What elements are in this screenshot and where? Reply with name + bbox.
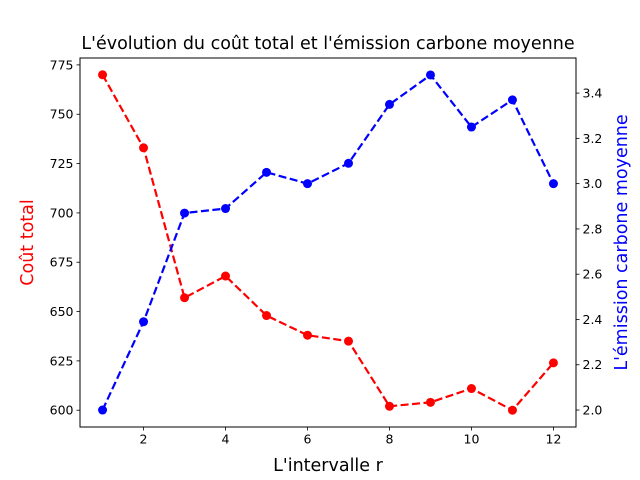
plot-area [98,70,558,415]
series-2-point [507,95,517,105]
left-y-tick-label: 675 [50,255,74,270]
right-y-axis-title: L'émission carbone moyenne [612,114,632,370]
right-y-tick-label: 3.2 [583,131,603,146]
series-1-point [344,336,353,346]
series-2-point [139,317,149,327]
right-y-tick-label: 2.2 [583,357,603,372]
series-2-point [548,179,558,189]
left-y-tick-label: 725 [50,156,74,171]
series-1-point [98,70,108,80]
left-y-tick-label: 625 [50,353,74,368]
right-y-tick-label: 2.0 [583,403,603,418]
series-2-point [425,70,435,80]
series-2 [98,70,558,415]
left-y-tick-label: 650 [50,304,74,319]
series-2-point [344,158,353,168]
series-2-point [466,122,476,132]
x-tick-label: 2 [140,432,148,447]
right-y-tick-label: 2.8 [583,221,603,236]
x-tick-label: 12 [546,432,562,447]
right-y-tick-label: 2.6 [583,267,603,282]
series-2-point [384,99,394,109]
right-y-tick-label: 3.4 [583,86,603,101]
left-y-axis-title: Coût total [18,199,38,285]
series-1-point [507,405,517,415]
series-2-line [101,73,555,411]
x-tick-label: 8 [386,432,394,447]
x-tick-label: 6 [304,432,312,447]
series-1-point [466,384,476,394]
series-1-point [425,397,435,407]
series-2-point [221,204,231,214]
series-2-point [98,405,108,415]
left-y-tick-label: 600 [50,403,74,418]
series-1 [98,70,558,415]
x-tick-label: 4 [222,432,230,447]
right-y-tick-label: 2.4 [583,312,603,327]
series-1-point [548,358,558,368]
series-1-line [101,74,555,412]
series-2-point [180,208,190,218]
left-y-tick-label: 750 [50,107,74,122]
x-tick-label: 10 [464,432,480,447]
series-1-point [180,293,190,303]
left-y-tick-label: 700 [50,205,74,220]
right-y-tick-label: 3.0 [583,176,603,191]
series-1-point [262,311,272,321]
series-1-point [303,330,312,340]
x-axis-title: L'intervalle r [273,456,383,476]
series-1-point [384,401,394,411]
series-2-point [303,179,312,189]
series-1-point [139,143,149,153]
series-1-point [221,271,231,281]
plot-frame [79,57,577,428]
left-y-tick-label: 775 [50,57,74,72]
chart-title: L'évolution du coût total et l'émission … [81,34,574,54]
series-2-point [262,167,272,177]
